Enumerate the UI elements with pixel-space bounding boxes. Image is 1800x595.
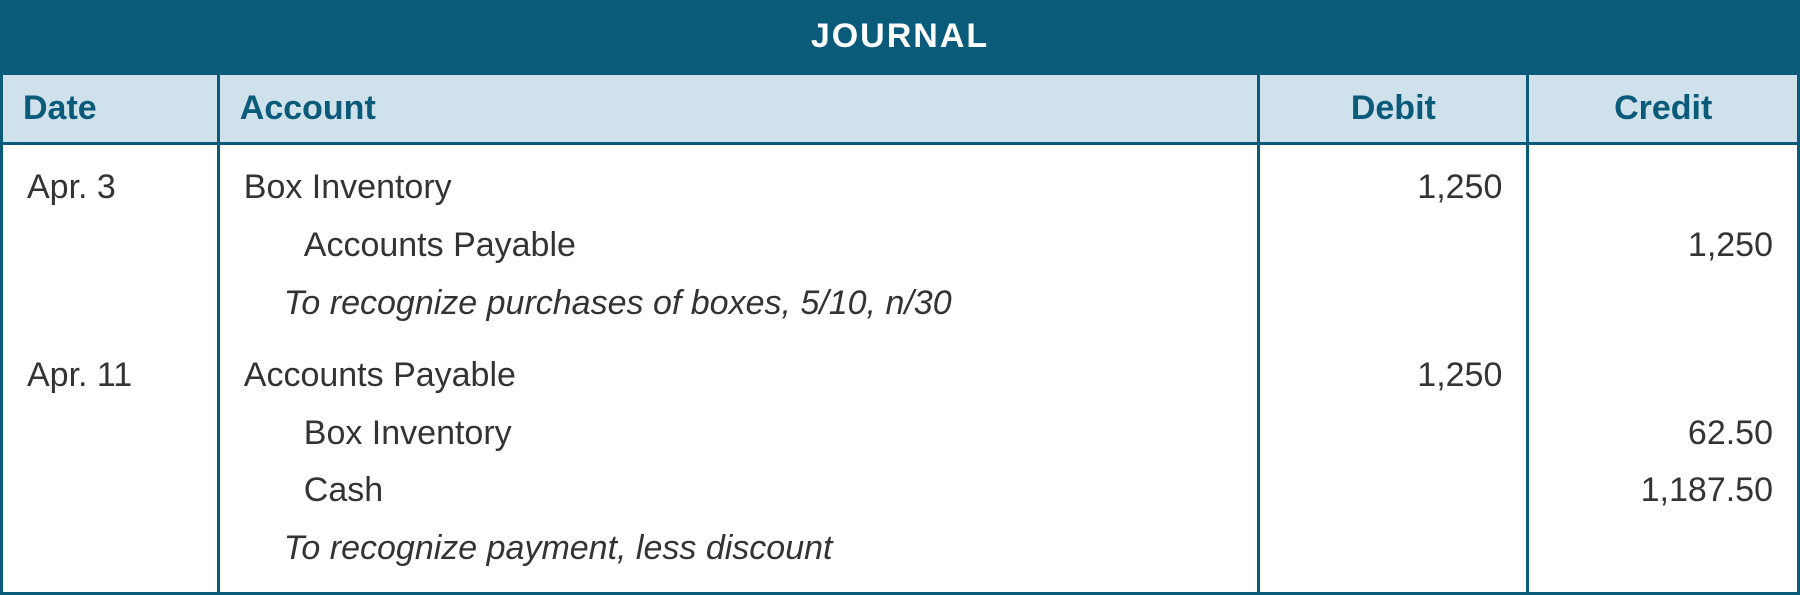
cell-credit — [1528, 144, 1797, 217]
col-account: Account — [218, 74, 1259, 144]
cell-account: Accounts Payable — [218, 347, 1259, 405]
table-row: Cash 1,187.50 — [3, 462, 1797, 520]
cell-credit: 62.50 — [1528, 405, 1797, 463]
cell-account: Box Inventory — [218, 405, 1259, 463]
account-name: Box Inventory — [244, 168, 452, 206]
account-name: Accounts Payable — [244, 223, 576, 269]
journal-table-container: JOURNAL Date Account Debit Credit Apr. 3… — [0, 0, 1800, 595]
table-row: Accounts Payable 1,250 — [3, 217, 1797, 275]
cell-debit — [1259, 217, 1528, 275]
cell-date — [3, 462, 218, 520]
account-name: Cash — [244, 468, 383, 514]
cell-date — [3, 405, 218, 463]
entry-explanation: To recognize purchases of boxes, 5/10, n… — [244, 281, 952, 327]
cell-account: Accounts Payable — [218, 217, 1259, 275]
table-row: Apr. 11 Accounts Payable 1,250 — [3, 347, 1797, 405]
cell-debit — [1259, 275, 1528, 347]
cell-account: Cash — [218, 462, 1259, 520]
journal-table: Date Account Debit Credit Apr. 3 Box Inv… — [3, 72, 1797, 592]
cell-debit — [1259, 462, 1528, 520]
cell-date — [3, 275, 218, 347]
col-debit: Debit — [1259, 74, 1528, 144]
cell-credit: 1,250 — [1528, 217, 1797, 275]
journal-title: JOURNAL — [3, 3, 1797, 72]
table-row: To recognize payment, less discount — [3, 520, 1797, 592]
cell-date — [3, 520, 218, 592]
cell-explanation: To recognize purchases of boxes, 5/10, n… — [218, 275, 1259, 347]
entry-explanation: To recognize payment, less discount — [244, 526, 833, 572]
account-name: Box Inventory — [244, 411, 512, 457]
cell-credit: 1,187.50 — [1528, 462, 1797, 520]
cell-date — [3, 217, 218, 275]
cell-account: Box Inventory — [218, 144, 1259, 217]
cell-debit — [1259, 520, 1528, 592]
cell-credit — [1528, 347, 1797, 405]
account-name: Accounts Payable — [244, 356, 516, 394]
cell-credit — [1528, 520, 1797, 592]
table-row: Box Inventory 62.50 — [3, 405, 1797, 463]
cell-debit: 1,250 — [1259, 347, 1528, 405]
table-row: To recognize purchases of boxes, 5/10, n… — [3, 275, 1797, 347]
col-credit: Credit — [1528, 74, 1797, 144]
cell-explanation: To recognize payment, less discount — [218, 520, 1259, 592]
table-row: Apr. 3 Box Inventory 1,250 — [3, 144, 1797, 217]
column-header-row: Date Account Debit Credit — [3, 74, 1797, 144]
cell-date: Apr. 11 — [3, 347, 218, 405]
cell-debit — [1259, 405, 1528, 463]
cell-debit: 1,250 — [1259, 144, 1528, 217]
col-date: Date — [3, 74, 218, 144]
cell-date: Apr. 3 — [3, 144, 218, 217]
cell-credit — [1528, 275, 1797, 347]
